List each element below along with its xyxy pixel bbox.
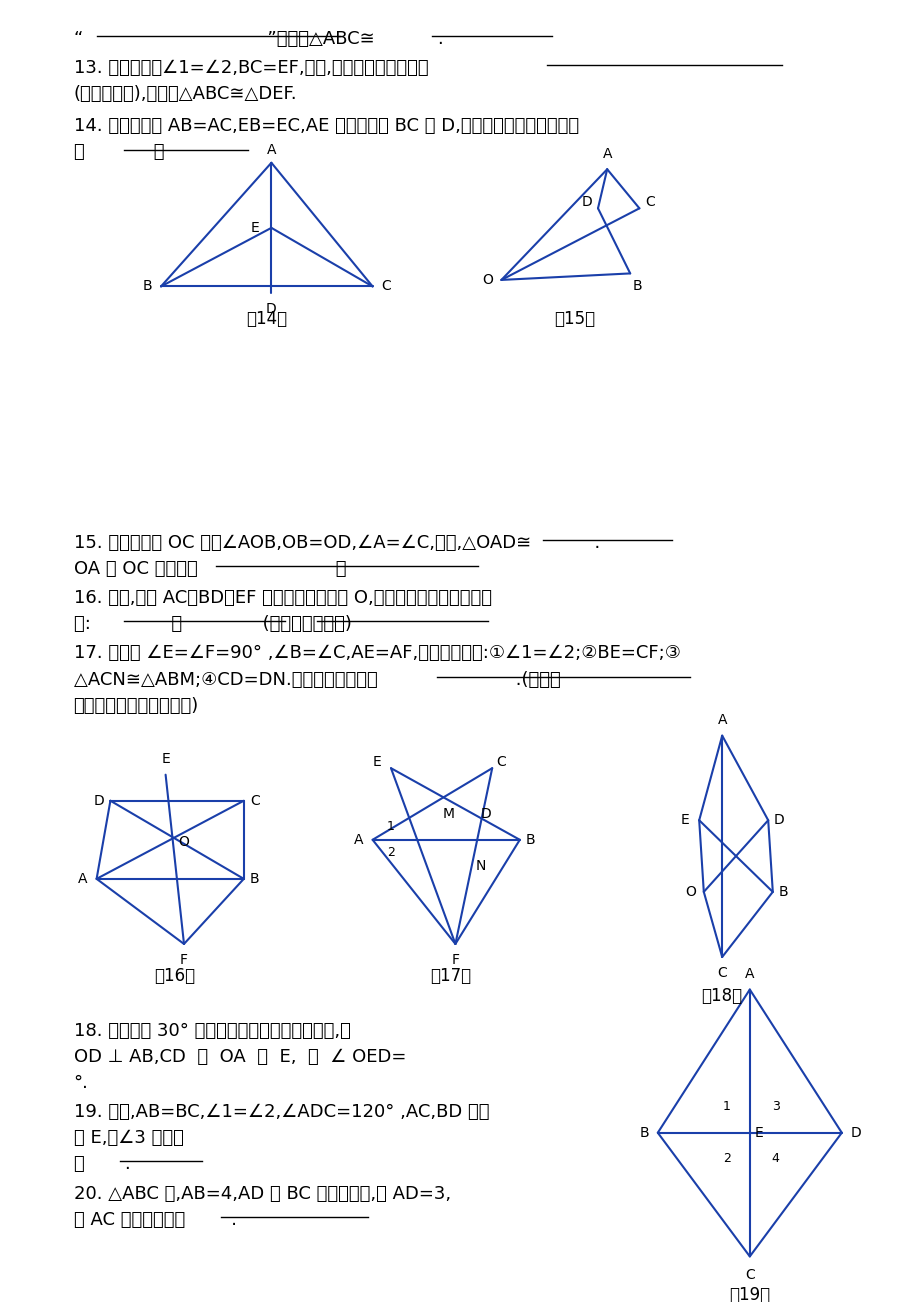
Text: B: B	[778, 885, 788, 898]
Text: 3: 3	[771, 1100, 778, 1113]
Text: E: E	[754, 1126, 763, 1139]
Text: 第15题: 第15题	[554, 310, 595, 328]
Text: 1: 1	[722, 1100, 730, 1113]
Text: A: A	[267, 143, 276, 156]
Text: 为       .: 为 .	[74, 1155, 130, 1173]
Text: 于 E,则∠3 的度数: 于 E,则∠3 的度数	[74, 1129, 183, 1147]
Text: (写一个即可),就可使△ABC≅△DEF.: (写一个即可),就可使△ABC≅△DEF.	[74, 85, 297, 103]
Text: 则 AC 的取値范围是        .: 则 AC 的取値范围是 .	[74, 1211, 236, 1229]
Text: 第16题: 第16题	[154, 967, 195, 986]
Text: OA 与 OC 的关系是                        。: OA 与 OC 的关系是 。	[74, 560, 346, 578]
Text: 15. 如图，已知 OC 平分∠AOB,OB=OD,∠A=∠C,那么,△OAD≅           .: 15. 如图，已知 OC 平分∠AOB,OB=OD,∠A=∠C,那么,△OAD≅…	[74, 534, 599, 552]
Text: B: B	[632, 280, 641, 293]
Text: D: D	[581, 195, 592, 208]
Text: N: N	[475, 859, 486, 872]
Text: C: C	[744, 1268, 754, 1281]
Text: D: D	[773, 814, 784, 827]
Text: 为正确结论的序号都填上): 为正确结论的序号都填上)	[74, 697, 199, 715]
Text: M: M	[442, 807, 455, 820]
Text: O: O	[178, 836, 189, 849]
Text: A: A	[78, 872, 87, 885]
Text: D: D	[480, 807, 491, 820]
Text: E: E	[161, 753, 170, 766]
Text: 形:              或              (只需写出两对即): 形: 或 (只需写出两对即)	[74, 615, 351, 633]
Text: △ACN≅△ABM;④CD=DN.其中正确的结论是                        .(将你认: △ACN≅△ABM;④CD=DN.其中正确的结论是 .(将你认	[74, 671, 560, 689]
Text: OD ⊥ AB,CD  交  OA  于  E,  则  ∠ OED=: OD ⊥ AB,CD 交 OA 于 E, 则 ∠ OED=	[74, 1048, 405, 1066]
Text: 16. 如图,如果 AC、BD、EF 两两互相平分于点 O,请写出图中全等到的三角: 16. 如图,如果 AC、BD、EF 两两互相平分于点 O,请写出图中全等到的三…	[74, 589, 491, 607]
Text: F: F	[451, 953, 459, 966]
Text: D: D	[94, 794, 105, 807]
Text: 第17题: 第17题	[430, 967, 471, 986]
Text: C: C	[496, 755, 505, 768]
Text: A: A	[602, 147, 611, 160]
Text: A: A	[717, 713, 726, 727]
Text: B: B	[639, 1126, 648, 1139]
Text: O: O	[482, 273, 493, 286]
Text: C: C	[717, 966, 726, 979]
Text: E: E	[372, 755, 381, 768]
Text: E: E	[250, 221, 259, 234]
Text: B: B	[526, 833, 535, 846]
Text: 2: 2	[387, 846, 394, 859]
Text: D: D	[849, 1126, 860, 1139]
Text: B: B	[250, 872, 259, 885]
Text: 14. 如图，已知 AB=AC,EB=EC,AE 的延长线交 BC 于 D,则图中全等到的三角形共: 14. 如图，已知 AB=AC,EB=EC,AE 的延长线交 BC 于 D,则图…	[74, 117, 578, 135]
Text: O: O	[685, 885, 696, 898]
Text: 1: 1	[387, 820, 394, 833]
Text: 13. 如图，已知∠1=∠2,BC=EF,那么,只需要补充一个条件: 13. 如图，已知∠1=∠2,BC=EF,那么,只需要补充一个条件	[74, 59, 519, 77]
Text: 有            对: 有 对	[74, 143, 164, 161]
Text: 第18题: 第18题	[701, 987, 742, 1005]
Text: 第14题: 第14题	[246, 310, 287, 328]
Text: 19. 如图,AB=BC,∠1=∠2,∠ADC=120° ,AC,BD 相交: 19. 如图,AB=BC,∠1=∠2,∠ADC=120° ,AC,BD 相交	[74, 1103, 489, 1121]
Text: F: F	[180, 953, 187, 966]
Text: 20. △ABC 中,AB=4,AD 是 BC 边上的中线,且 AD=3,: 20. △ABC 中,AB=4,AD 是 BC 边上的中线,且 AD=3,	[74, 1185, 450, 1203]
Text: 2: 2	[722, 1152, 730, 1165]
Text: 17. 如图， ∠E=∠F=90° ,∠B=∠C,AE=AF,给出下列结论:①∠1=∠2;②BE=CF;③: 17. 如图， ∠E=∠F=90° ,∠B=∠C,AE=AF,给出下列结论:①∠…	[74, 644, 680, 663]
Text: 18. 将两块含 30° 的直角三角板叠放成如图那样,若: 18. 将两块含 30° 的直角三角板叠放成如图那样,若	[74, 1022, 350, 1040]
Text: 第19题: 第19题	[729, 1286, 769, 1302]
Text: A: A	[744, 967, 754, 980]
Text: °.: °.	[74, 1074, 88, 1092]
Text: D: D	[266, 302, 277, 315]
Text: C: C	[645, 195, 654, 208]
Text: B: B	[142, 280, 152, 293]
Text: C: C	[381, 280, 391, 293]
Text: 4: 4	[771, 1152, 778, 1165]
Text: A: A	[354, 833, 363, 846]
Text: “                                ”，可得△ABC≅           .: “ ”，可得△ABC≅ .	[74, 30, 443, 48]
Text: E: E	[680, 814, 689, 827]
Text: C: C	[250, 794, 259, 807]
